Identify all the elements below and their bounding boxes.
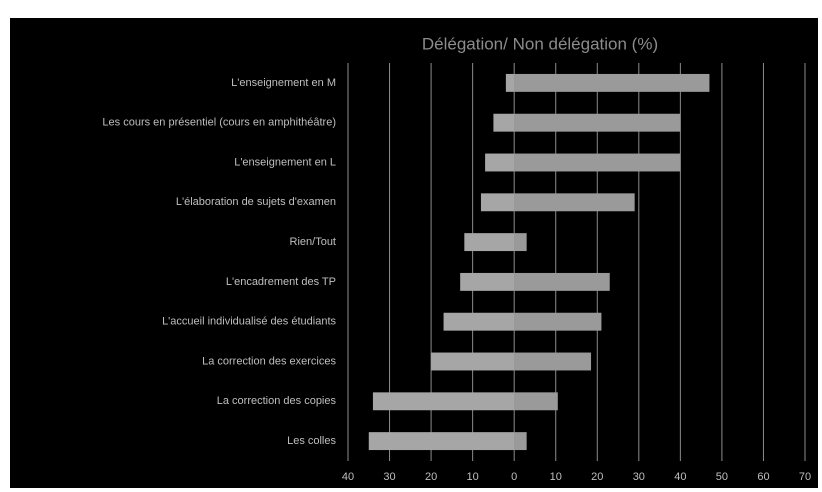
bar-segment <box>480 193 515 212</box>
bar-segment <box>514 73 710 92</box>
y-tick-label: La correction des exercices <box>202 355 336 367</box>
bar-segment <box>431 352 515 371</box>
bar-segment <box>514 432 527 451</box>
x-tick-label: 40 <box>674 471 686 483</box>
y-tick-label: L'accueil individualisé des étudiants <box>162 316 336 328</box>
chart-title: Délégation/ Non délégation (%) <box>422 34 658 53</box>
y-tick-label: Rien/Tout <box>290 236 336 248</box>
bar-segment <box>514 352 592 371</box>
y-tick-label: L'élaboration de sujets d'examen <box>176 196 336 208</box>
y-tick-label: Les colles <box>287 435 336 447</box>
x-tick-label: 10 <box>467 471 479 483</box>
bar-segment <box>464 233 515 252</box>
x-tick-label: 20 <box>425 471 437 483</box>
x-tick-label: 60 <box>757 471 769 483</box>
bar-segment <box>514 153 681 172</box>
x-tick-label: 0 <box>511 471 517 483</box>
bar-segment <box>514 113 681 132</box>
y-tick-label: Les cours en présentiel (cours en amphit… <box>102 117 336 129</box>
x-tick-label: 40 <box>342 471 354 483</box>
x-tick-label: 30 <box>633 471 645 483</box>
bar-segment <box>368 432 515 451</box>
bar-segment <box>505 73 515 92</box>
bar-segment <box>372 392 515 411</box>
bar-segment <box>514 312 602 331</box>
bar-segment <box>514 272 610 291</box>
bar-segment <box>493 113 515 132</box>
bar-segment <box>514 392 558 411</box>
y-tick-label: L'enseignement en M <box>231 77 336 89</box>
x-tick-label: 30 <box>383 471 395 483</box>
y-tick-label: La correction des copies <box>217 395 337 407</box>
y-tick-label: L'encadrement des TP <box>226 276 336 288</box>
x-tick-label: 20 <box>591 471 603 483</box>
x-tick-label: 50 <box>716 471 728 483</box>
bar-segment <box>485 153 515 172</box>
x-tick-label: 10 <box>550 471 562 483</box>
bar-segment <box>443 312 515 331</box>
y-tick-label: L'enseignement en L <box>234 156 336 168</box>
bar-segment <box>514 193 635 212</box>
bar-segment <box>460 272 515 291</box>
bar-segment <box>514 233 527 252</box>
x-tick-label: 70 <box>799 471 811 483</box>
